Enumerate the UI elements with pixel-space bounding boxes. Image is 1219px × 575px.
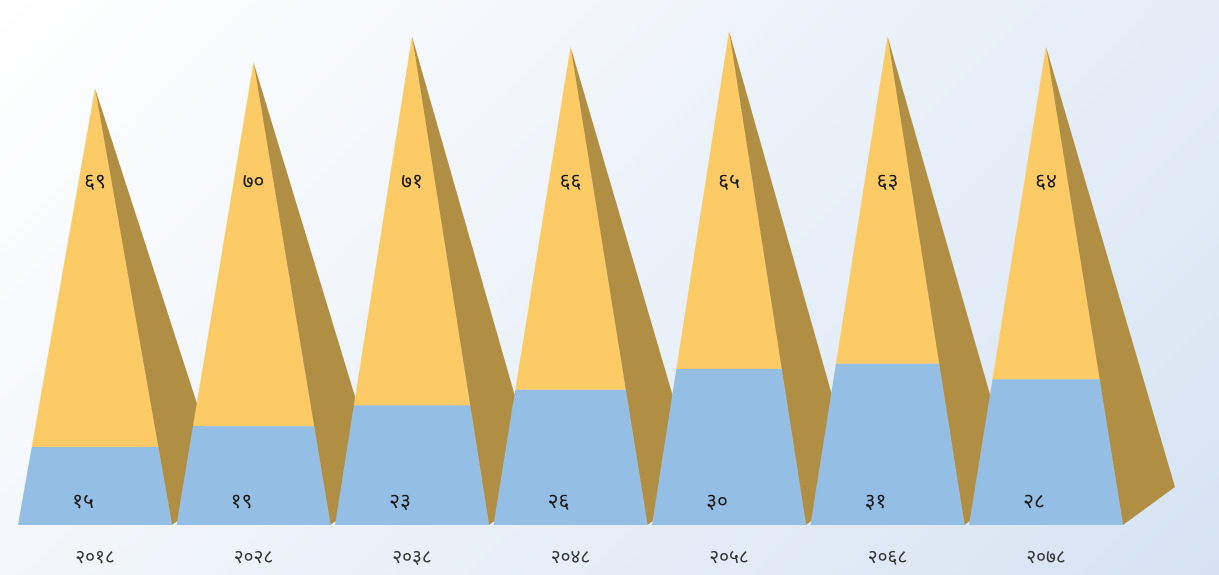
bar-segment-series-2 <box>31 88 159 447</box>
bar-segment-series-2 <box>192 62 315 427</box>
bar-segment-series-1 <box>810 363 965 525</box>
pyramid-side-face <box>887 36 1017 525</box>
pyramid-side-face <box>253 62 383 525</box>
bar-segment-series-2 <box>515 46 626 390</box>
data-label-series-2: ७१ <box>401 169 423 193</box>
data-label-series-1: २८ <box>1023 489 1045 513</box>
bar-segment-series-2 <box>992 46 1100 380</box>
category-label: २०१८ <box>75 546 115 568</box>
bar-segment-series-1 <box>335 405 489 525</box>
pyramid-bar <box>176 62 383 525</box>
data-label-series-2: ६६ <box>560 169 582 193</box>
data-label-series-2: ६३ <box>877 169 899 193</box>
pyramid-side-face <box>570 46 700 525</box>
category-label: २०२८ <box>234 546 274 568</box>
category-label: २०४८ <box>551 546 591 568</box>
pyramid-side-face <box>729 31 858 525</box>
category-label: २०७८ <box>1026 546 1066 568</box>
data-label-series-1: १५ <box>72 489 94 513</box>
pyramid-bar <box>969 46 1175 525</box>
data-label-series-2: ६४ <box>1035 169 1057 193</box>
pyramid-bar <box>810 36 1017 525</box>
category-label: २०५८ <box>709 546 749 568</box>
pyramid-bar <box>652 31 858 525</box>
pyramid-bar <box>335 36 541 525</box>
chart-labels: १५ ६९ २०१८ १९ ७० २०२८ २३ ७१ २०३८ २६ ६६ २०४८ ३० ६५ २०५८… <box>72 169 1066 568</box>
data-label-series-1: ३० <box>706 489 728 513</box>
bar-segment-series-1 <box>652 369 806 525</box>
category-label: २०३८ <box>392 546 432 568</box>
pyramid-side-face <box>1046 46 1175 525</box>
pyramid-bar <box>18 88 224 525</box>
bar-segment-series-1 <box>176 426 331 525</box>
bar-segment-series-1 <box>969 379 1123 525</box>
bar-segment-series-1 <box>18 447 172 525</box>
bar-segment-series-2 <box>835 36 940 364</box>
data-label-series-1: ३१ <box>865 489 887 513</box>
data-label-series-2: ७० <box>243 169 265 193</box>
data-label-series-2: ६५ <box>718 169 740 193</box>
pyramid-bar <box>493 46 700 525</box>
pyramid-bars <box>18 31 1175 525</box>
bar-segment-series-2 <box>676 31 782 369</box>
data-label-series-2: ६९ <box>84 169 106 193</box>
bar-segment-series-1 <box>493 389 648 525</box>
bar-segment-series-2 <box>353 36 471 406</box>
data-label-series-1: १९ <box>231 489 253 513</box>
category-label: २०६८ <box>868 546 908 568</box>
pyramid-side-face <box>95 88 224 525</box>
pyramid-side-face <box>412 36 541 525</box>
data-label-series-1: २६ <box>548 489 570 513</box>
data-label-series-1: २३ <box>389 489 411 513</box>
